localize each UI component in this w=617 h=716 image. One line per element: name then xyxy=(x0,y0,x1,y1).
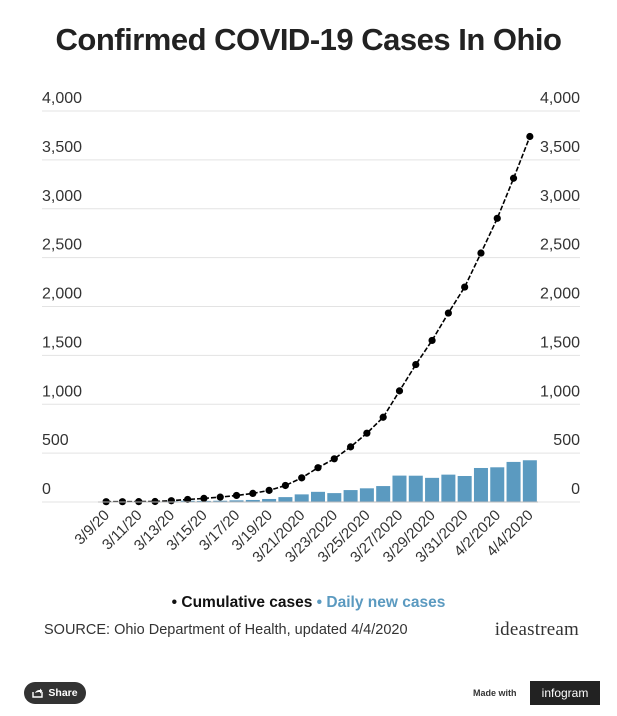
point-cumulative[interactable] xyxy=(526,132,534,141)
share-label: Share xyxy=(48,687,78,699)
bar-daily-new-cases[interactable] xyxy=(245,499,260,502)
point-cumulative[interactable] xyxy=(346,443,355,451)
bar-daily-new-cases[interactable] xyxy=(213,500,228,502)
y-axis-left: 0 500 1,000 1,500 2,000 2,500 3,000 3,500 4,000 xyxy=(42,90,82,498)
legend-marker-daily: • xyxy=(316,594,323,611)
x-axis: 3/9/203/11/203/13/203/15/203/17/203/19/2… xyxy=(71,501,538,566)
y-tick-label-right: 0 xyxy=(571,481,580,498)
point-cumulative[interactable] xyxy=(395,387,404,395)
bar-daily-new-cases[interactable] xyxy=(278,497,293,502)
point-cumulative[interactable] xyxy=(167,497,175,505)
bar-daily-new-cases[interactable] xyxy=(310,491,326,502)
bar-daily-new-cases[interactable] xyxy=(506,461,521,502)
share-button[interactable]: Share xyxy=(24,682,86,704)
bar-daily-new-cases[interactable] xyxy=(490,467,505,502)
point-cumulative[interactable] xyxy=(249,489,257,497)
chart-title: Confirmed COVID-19 Cases In Ohio xyxy=(55,22,562,57)
bar-daily-new-cases[interactable] xyxy=(229,500,244,502)
bar-daily-new-cases[interactable] xyxy=(425,477,440,502)
point-cumulative[interactable] xyxy=(200,494,208,502)
line-cumulative xyxy=(106,136,531,503)
y-axis-right: 0 500 1,000 1,500 2,000 2,500 3,000 3,500 4,000 xyxy=(540,90,580,498)
chart: 05001,0001,5002,0002,5003,0003,5004,000 … xyxy=(42,90,580,566)
point-cumulative[interactable] xyxy=(412,360,420,369)
y-tick-label-right: 3,000 xyxy=(540,188,580,205)
y-tick-label-left: 1,500 xyxy=(42,334,82,351)
grid xyxy=(42,110,580,503)
point-cumulative[interactable] xyxy=(461,283,469,291)
point-cumulative[interactable] xyxy=(363,429,371,437)
bar-daily-new-cases[interactable] xyxy=(441,474,456,502)
point-cumulative[interactable] xyxy=(330,455,338,463)
point-cumulative[interactable] xyxy=(428,336,436,345)
y-tick-label-left: 2,000 xyxy=(42,286,82,303)
point-cumulative[interactable] xyxy=(216,493,224,501)
point-cumulative[interactable] xyxy=(509,174,518,182)
y-tick-label-right: 500 xyxy=(553,432,580,449)
legend-label-cumulative: Cumulative cases xyxy=(181,594,313,611)
y-tick-label-right: 3,500 xyxy=(540,139,580,156)
y-tick-label-left: 2,500 xyxy=(42,237,82,254)
bars-daily-new-cases xyxy=(99,460,537,502)
bar-daily-new-cases[interactable] xyxy=(343,490,358,502)
brand-logo: ideastream xyxy=(494,619,579,640)
point-cumulative[interactable] xyxy=(184,495,192,504)
point-cumulative[interactable] xyxy=(444,309,452,317)
bar-daily-new-cases[interactable] xyxy=(473,467,488,502)
point-cumulative[interactable] xyxy=(379,413,387,421)
y-tick-label-right: 2,500 xyxy=(540,237,580,254)
line-cumulative-cases xyxy=(102,132,534,506)
y-tick-label-left: 1,000 xyxy=(42,383,82,400)
y-tick-label-left: 3,500 xyxy=(42,139,82,156)
legend: • Cumulative cases • Daily new cases xyxy=(0,594,617,612)
y-tick-label-right: 1,500 xyxy=(540,334,580,351)
point-cumulative[interactable] xyxy=(477,249,485,257)
y-tick-label-right: 4,000 xyxy=(540,90,580,107)
y-tick-label-left: 4,000 xyxy=(42,90,82,107)
point-cumulative[interactable] xyxy=(281,481,290,490)
y-tick-label-right: 2,000 xyxy=(540,286,580,303)
y-tick-label-left: 0 xyxy=(42,481,51,498)
made-with-text: Made with xyxy=(473,688,517,698)
y-tick-label-left: 500 xyxy=(42,432,69,449)
y-tick-label-left: 3,000 xyxy=(42,188,82,205)
infogram-logo[interactable]: infogram xyxy=(530,681,600,705)
legend-marker-cumulative: • xyxy=(171,594,178,611)
legend-label-daily: Daily new cases xyxy=(326,594,446,611)
bar-daily-new-cases[interactable] xyxy=(457,475,472,502)
bar-daily-new-cases[interactable] xyxy=(392,475,407,502)
source-note: SOURCE: Ohio Department of Health, updat… xyxy=(44,622,408,638)
point-cumulative[interactable] xyxy=(314,464,322,472)
bar-daily-new-cases[interactable] xyxy=(359,488,374,502)
point-cumulative[interactable] xyxy=(232,491,241,500)
bar-daily-new-cases[interactable] xyxy=(408,475,423,502)
point-cumulative[interactable] xyxy=(298,474,306,482)
bar-daily-new-cases[interactable] xyxy=(522,460,537,502)
bar-daily-new-cases[interactable] xyxy=(262,498,277,502)
bar-daily-new-cases[interactable] xyxy=(294,494,309,502)
point-cumulative[interactable] xyxy=(493,214,501,222)
bar-daily-new-cases[interactable] xyxy=(327,493,342,502)
point-cumulative[interactable] xyxy=(265,486,273,494)
y-tick-label-right: 1,000 xyxy=(540,383,580,400)
bar-daily-new-cases[interactable] xyxy=(376,486,391,502)
share-icon xyxy=(32,688,44,698)
